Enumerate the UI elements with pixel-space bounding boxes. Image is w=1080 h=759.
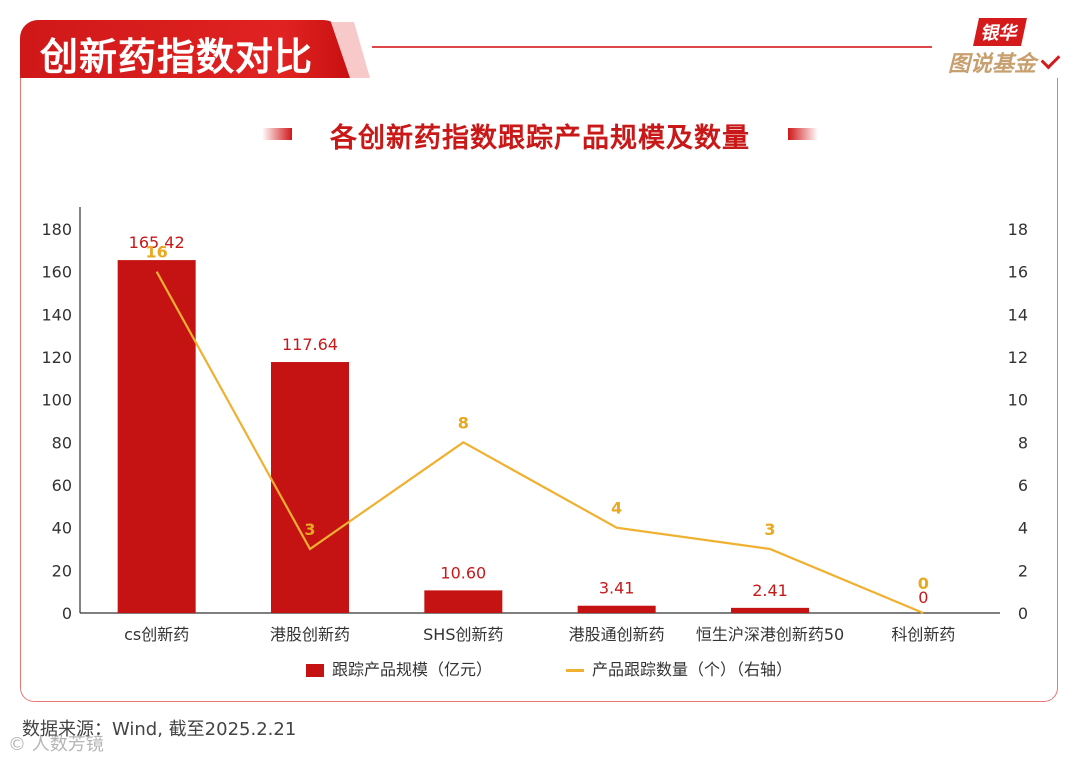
x-tick-label: cs创新药 xyxy=(124,625,189,644)
bar xyxy=(424,590,503,613)
bar xyxy=(577,605,656,613)
y-left-tick-label: 100 xyxy=(41,391,72,410)
bar-data-label: 2.41 xyxy=(752,581,788,600)
data-source-note: 数据来源：Wind, 截至2025.2.21 xyxy=(22,719,297,740)
y-left-tick-label: 60 xyxy=(52,476,72,495)
line-data-label: 0 xyxy=(918,574,929,593)
bar xyxy=(271,362,349,613)
x-tick-label: SHS创新药 xyxy=(423,625,503,644)
header-divider xyxy=(372,46,932,48)
y-right-tick-label: 18 xyxy=(1008,220,1028,239)
bar xyxy=(117,260,196,613)
line-data-label: 4 xyxy=(611,499,622,518)
y-left-tick-label: 140 xyxy=(41,305,72,324)
bar xyxy=(731,607,809,613)
legend-item-line: 产品跟踪数量（个）（右轴） xyxy=(566,656,792,680)
logo-bottom-text: 图说基金 xyxy=(948,52,1037,77)
bar-data-label: 165.42 xyxy=(129,233,185,252)
brand-logo: 银华 图说基金 xyxy=(946,18,1066,80)
bar-data-label: 3.41 xyxy=(599,579,635,598)
watermark: © 人数芳镜 xyxy=(8,734,104,755)
title-decor-left xyxy=(262,128,292,140)
y-right-tick-label: 8 xyxy=(1018,433,1028,452)
y-left-tick-label: 20 xyxy=(52,561,72,580)
line-data-label: 3 xyxy=(764,520,775,539)
y-right-tick-label: 10 xyxy=(1008,391,1028,410)
x-tick-label: 港股通创新药 xyxy=(569,625,665,644)
x-tick-label: 恒生沪深港创新药50 xyxy=(696,625,844,644)
x-tick-label: 科创新药 xyxy=(891,625,955,644)
legend-bar-swatch xyxy=(306,664,324,677)
header-tab xyxy=(20,20,350,78)
y-left-tick-label: 80 xyxy=(52,433,72,452)
content-frame xyxy=(20,78,1058,702)
legend-line-label: 产品跟踪数量（个）（右轴） xyxy=(592,660,793,679)
y-right-tick-label: 2 xyxy=(1018,561,1028,580)
y-left-tick-label: 40 xyxy=(52,519,72,538)
bar-data-label: 0 xyxy=(918,588,928,607)
y-left-tick-label: 180 xyxy=(41,220,72,239)
series-line xyxy=(155,271,924,615)
y-left-tick-label: 0 xyxy=(62,604,72,623)
page-title: 创新药指数对比 xyxy=(40,35,314,79)
legend-bar-label: 跟踪产品规模（亿元） xyxy=(332,660,493,679)
bar-data-label: 10.60 xyxy=(440,563,486,582)
y-left-tick-label: 120 xyxy=(41,348,72,367)
chart-title: 各创新药指数跟踪产品规模及数量 xyxy=(330,123,750,154)
y-left-tick-label: 160 xyxy=(41,263,72,282)
line-data-label: 16 xyxy=(146,243,168,262)
legend-line-swatch xyxy=(566,669,584,672)
y-right-tick-label: 12 xyxy=(1008,348,1028,367)
y-right-tick-label: 6 xyxy=(1018,476,1028,495)
title-decor-right xyxy=(788,128,818,140)
line-data-label: 8 xyxy=(458,413,469,432)
y-right-tick-label: 16 xyxy=(1008,263,1028,282)
legend-item-bar: 跟踪产品规模（亿元） xyxy=(306,656,492,680)
y-right-tick-label: 14 xyxy=(1008,305,1028,324)
line-data-label: 3 xyxy=(304,520,315,539)
x-tick-label: 港股创新药 xyxy=(270,625,350,644)
y-right-tick-label: 4 xyxy=(1018,519,1028,538)
y-right-tick-label: 0 xyxy=(1018,604,1028,623)
bar-data-label: 117.64 xyxy=(282,335,338,354)
